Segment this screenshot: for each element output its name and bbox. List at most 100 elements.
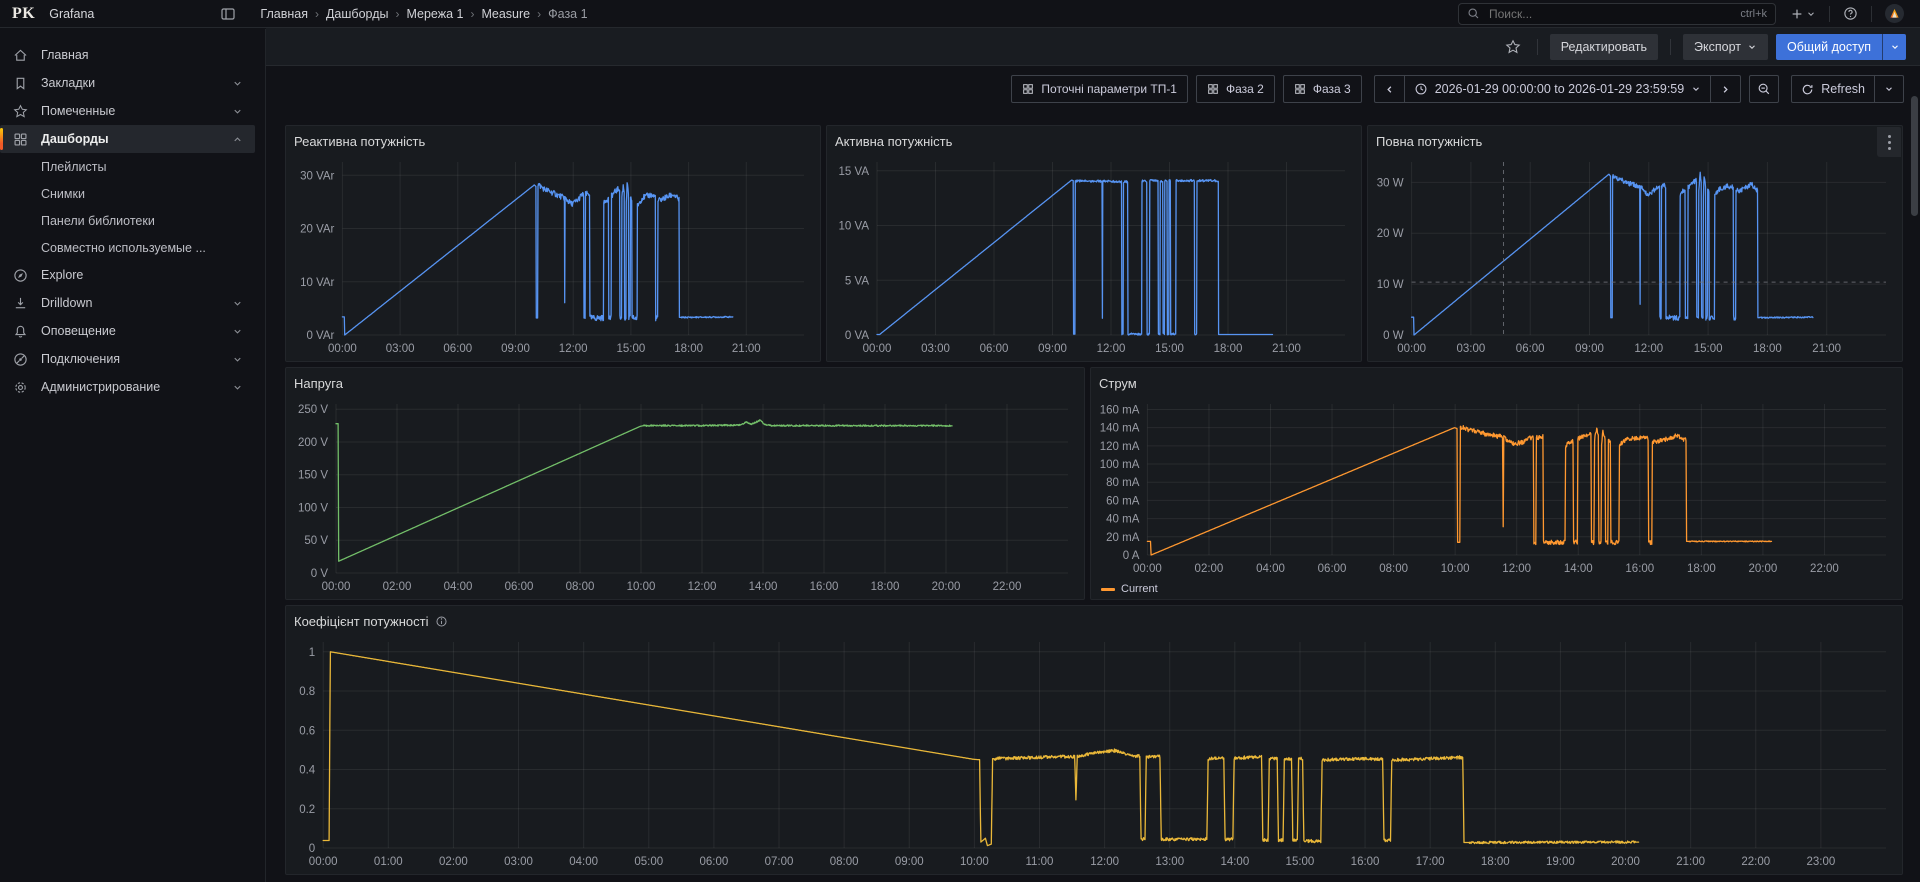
sidebar-item-connections[interactable]: Подключения xyxy=(0,345,255,373)
sidebar-item-alerting[interactable]: Оповещение xyxy=(0,317,255,345)
legend-swatch[interactable] xyxy=(1101,588,1115,591)
bookmark-icon xyxy=(13,76,28,91)
chart-canvas[interactable]: 0 VA5 VA10 VA15 VA00:0003:0006:0009:0012… xyxy=(829,152,1359,359)
refresh-group: Refresh xyxy=(1791,75,1904,103)
svg-text:15:00: 15:00 xyxy=(1155,343,1184,355)
user-avatar[interactable] xyxy=(1881,1,1908,26)
new-button[interactable] xyxy=(1786,4,1820,24)
svg-text:0.8: 0.8 xyxy=(299,686,315,698)
panel-voltage: Напруга 0 V50 V100 V150 V200 V250 V00:00… xyxy=(285,367,1085,600)
svg-text:15 VA: 15 VA xyxy=(839,166,870,178)
svg-text:15:00: 15:00 xyxy=(1694,343,1723,355)
divider xyxy=(1670,39,1671,55)
star-dashboard-button[interactable] xyxy=(1501,36,1525,58)
chevron-down-icon[interactable] xyxy=(232,326,243,337)
legend-label[interactable]: Current xyxy=(1121,583,1158,595)
svg-text:18:00: 18:00 xyxy=(1214,343,1243,355)
chart-canvas[interactable]: 00.20.40.60.8100:0001:0002:0003:0004:000… xyxy=(288,632,1900,872)
chart-canvas[interactable]: 0 VAr10 VAr20 VAr30 VAr00:0003:0006:0009… xyxy=(288,152,818,359)
breadcrumb-network[interactable]: Мережа 1 xyxy=(406,7,463,21)
chart-canvas[interactable]: 0 W10 W20 W30 W00:0003:0006:0009:0012:00… xyxy=(1370,152,1900,359)
time-range-button[interactable]: 2026-01-29 00:00:00 to 2026-01-29 23:59:… xyxy=(1404,76,1711,102)
panel-title[interactable]: Струм xyxy=(1099,376,1137,391)
svg-text:10 VAr: 10 VAr xyxy=(300,277,334,289)
sidebar-item-bookmarks[interactable]: Закладки xyxy=(0,69,255,97)
info-icon[interactable] xyxy=(435,615,448,628)
dashboard-link-phase2[interactable]: Фаза 2 xyxy=(1196,75,1275,103)
svg-text:21:00: 21:00 xyxy=(1676,856,1705,868)
svg-text:10 W: 10 W xyxy=(1377,279,1404,291)
home-icon xyxy=(13,48,28,63)
svg-text:08:00: 08:00 xyxy=(830,856,859,868)
panel-title[interactable]: Коефіцієнт потужності xyxy=(294,614,429,629)
gear-icon xyxy=(13,380,28,395)
svg-text:18:00: 18:00 xyxy=(871,581,900,593)
sidebar-item-administration[interactable]: Администрирование xyxy=(0,373,255,401)
edit-button[interactable]: Редактировать xyxy=(1550,34,1658,60)
svg-text:0 W: 0 W xyxy=(1383,330,1404,342)
time-shift-back-button[interactable] xyxy=(1375,76,1404,102)
mega-menu-dock-icon[interactable] xyxy=(218,4,238,24)
panel-title[interactable]: Реактивна потужність xyxy=(294,134,425,149)
svg-text:04:00: 04:00 xyxy=(444,581,473,593)
zoom-out-time-button[interactable] xyxy=(1749,75,1779,103)
panel-title[interactable]: Активна потужність xyxy=(835,134,952,149)
org-logo[interactable]: PK xyxy=(12,5,35,23)
svg-text:15:00: 15:00 xyxy=(617,343,646,355)
chart-canvas[interactable]: 0 A20 mA40 mA60 mA80 mA100 mA120 mA140 m… xyxy=(1093,394,1900,579)
breadcrumb-home[interactable]: Главная xyxy=(260,7,308,21)
sidebar-item-explore[interactable]: Explore xyxy=(0,261,255,289)
chevron-down-icon[interactable] xyxy=(232,78,243,89)
panel-title[interactable]: Напруга xyxy=(294,376,343,391)
time-shift-forward-button[interactable] xyxy=(1710,76,1740,102)
breadcrumb-measure[interactable]: Measure xyxy=(481,7,530,21)
breadcrumb-dashboards[interactable]: Дашборды xyxy=(326,7,389,21)
share-button[interactable]: Общий доступ xyxy=(1776,34,1882,60)
svg-text:21:00: 21:00 xyxy=(1272,343,1301,355)
help-button[interactable] xyxy=(1839,3,1862,24)
svg-text:04:00: 04:00 xyxy=(1256,563,1285,575)
sidebar-item-home[interactable]: Главная xyxy=(0,41,255,69)
chevron-down-icon[interactable] xyxy=(232,354,243,365)
chevron-down-icon[interactable] xyxy=(232,382,243,393)
panel-power-factor: Коефіцієнт потужності 00.20.40.60.8100:0… xyxy=(285,605,1903,875)
svg-text:00:00: 00:00 xyxy=(863,343,892,355)
svg-text:04:00: 04:00 xyxy=(569,856,598,868)
svg-text:30 W: 30 W xyxy=(1377,177,1404,189)
panel-title[interactable]: Повна потужність xyxy=(1376,134,1482,149)
panel-reactive-power: Реактивна потужність 0 VAr10 VAr20 VAr30… xyxy=(285,125,821,362)
sidebar-item-shared-dashboards[interactable]: Совместно используемые ... xyxy=(0,234,265,261)
compass-icon xyxy=(13,268,28,283)
sidebar-item-playlists[interactable]: Плейлисты xyxy=(0,153,265,180)
search-field[interactable] xyxy=(1487,6,1740,22)
sidebar-item-drilldown[interactable]: Drilldown xyxy=(0,289,255,317)
dashboard-link-current-params[interactable]: Поточні параметри ТП-1 xyxy=(1011,75,1188,103)
chart-canvas[interactable]: 0 V50 V100 V150 V200 V250 V00:0002:0004:… xyxy=(288,394,1082,597)
sidebar-item-library-panels[interactable]: Панели библиотеки xyxy=(0,207,265,234)
svg-text:09:00: 09:00 xyxy=(1038,343,1067,355)
chevron-down-icon[interactable] xyxy=(232,298,243,309)
share-menu-button[interactable] xyxy=(1882,34,1906,60)
panel-header: Повна потужність xyxy=(1368,126,1902,152)
search-input[interactable]: ctrl+k xyxy=(1458,3,1776,25)
refresh-button[interactable]: Refresh xyxy=(1792,76,1874,102)
sidebar-item-snapshots[interactable]: Снимки xyxy=(0,180,265,207)
chart-area: 0 V50 V100 V150 V200 V250 V00:0002:0004:… xyxy=(288,394,1082,597)
chevron-down-icon[interactable] xyxy=(232,106,243,117)
sidebar-item-dashboards[interactable]: Дашборды xyxy=(0,125,255,153)
vertical-scrollbar-thumb[interactable] xyxy=(1911,96,1918,216)
chevron-up-icon[interactable] xyxy=(232,134,243,145)
dashboard-link-phase3[interactable]: Фаза 3 xyxy=(1283,75,1362,103)
chevron-down-icon xyxy=(1747,42,1757,52)
topbar-actions xyxy=(1786,1,1908,26)
sidebar-item-starred[interactable]: Помеченные xyxy=(0,97,255,125)
refresh-interval-button[interactable] xyxy=(1874,76,1903,102)
svg-text:12:00: 12:00 xyxy=(1097,343,1126,355)
svg-text:40 mA: 40 mA xyxy=(1106,514,1140,526)
search-icon xyxy=(1467,7,1480,20)
svg-text:100 V: 100 V xyxy=(298,502,328,514)
chart-area: 00.20.40.60.8100:0001:0002:0003:0004:000… xyxy=(288,632,1900,872)
drilldown-icon xyxy=(13,296,28,311)
export-button[interactable]: Экспорт xyxy=(1683,34,1768,60)
breadcrumb-current-page: Фаза 1 xyxy=(548,7,587,21)
